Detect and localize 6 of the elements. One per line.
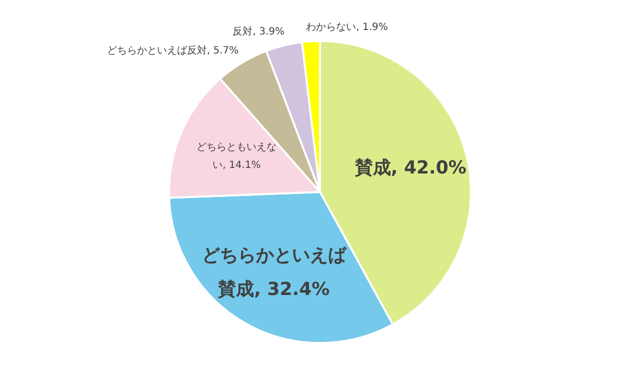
- slice-label: どちらともいえない, 14.1%: [196, 142, 277, 171]
- slice-label: どちらかといえば賛成, 32.4%: [202, 245, 347, 300]
- slice-label: 反対, 3.9%: [232, 25, 284, 38]
- slice-label: わからない, 1.9%: [306, 22, 388, 33]
- slice-label: どちらかといえば反対, 5.7%: [106, 44, 239, 56]
- slice-label: 賛成, 42.0%: [354, 157, 466, 178]
